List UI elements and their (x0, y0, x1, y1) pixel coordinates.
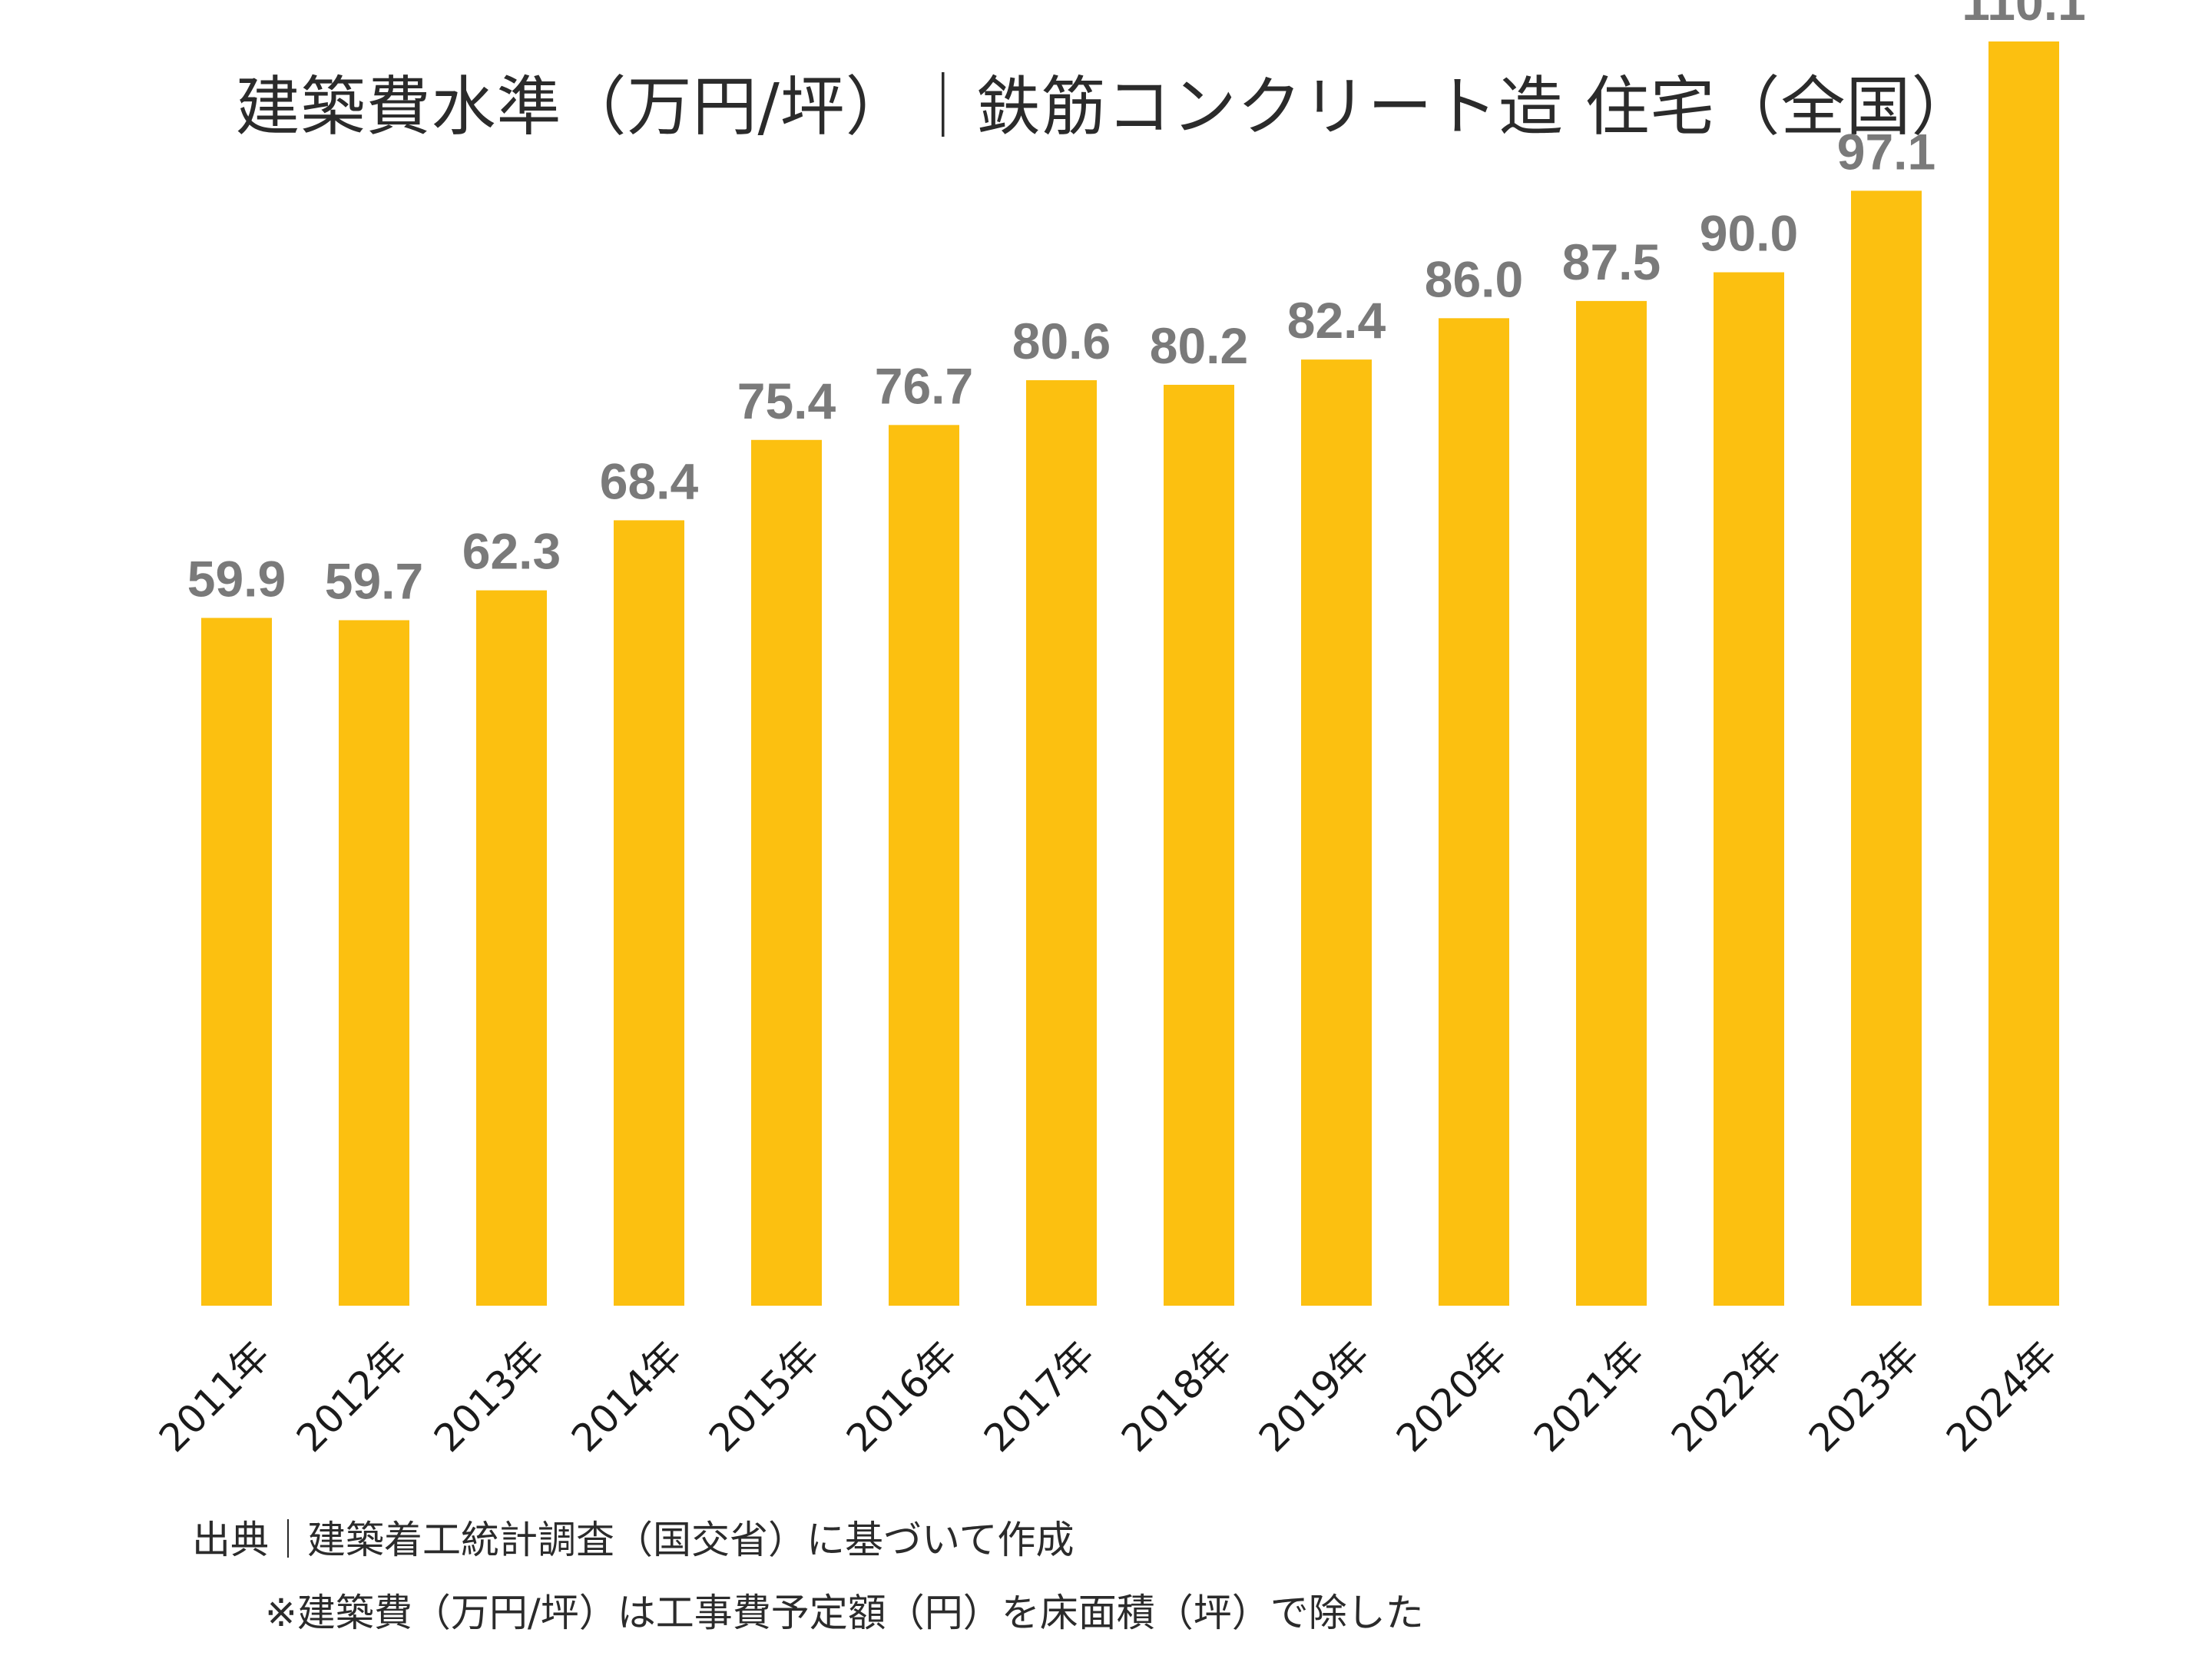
x-tick-label: 2021年 (1525, 1333, 1653, 1460)
value-label: 76.7 (875, 357, 973, 414)
chart-title: 建築費水準（万円/坪）｜鉄筋コンクリート造 住宅（全国） (235, 69, 1977, 144)
bar-2016年 (889, 425, 959, 1306)
value-label: 62.3 (462, 523, 561, 580)
bar-2020年 (1439, 318, 1509, 1306)
value-label: 87.5 (1562, 233, 1661, 290)
value-label: 59.9 (187, 550, 286, 607)
bar-2011年 (201, 618, 272, 1306)
bar-2023年 (1851, 190, 1922, 1306)
value-label: 75.4 (737, 373, 836, 429)
x-tick-label: 2014年 (563, 1333, 690, 1460)
x-tick-label: 2024年 (1938, 1333, 2065, 1460)
x-tick-label: 2023年 (1800, 1333, 1928, 1460)
value-labels-group: 59.9 59.7 62.3 68.4 75.4 76.7 80.6 80.2 82.4 86.0… (187, 0, 2086, 609)
bar-2015年 (751, 439, 822, 1306)
value-label: 82.4 (1287, 292, 1386, 349)
bar-2024年 (1988, 41, 2059, 1306)
value-label: 68.4 (600, 452, 699, 509)
value-label: 90.0 (1700, 205, 1798, 262)
x-tick-label: 2022年 (1663, 1333, 1790, 1460)
bar-2013年 (476, 590, 547, 1306)
x-tick-label: 2016年 (838, 1333, 965, 1460)
value-label: 86.0 (1425, 250, 1523, 307)
value-label: 80.2 (1150, 317, 1248, 374)
x-tick-label: 2020年 (1388, 1333, 1515, 1460)
value-label: 59.7 (325, 552, 423, 609)
value-label: 97.1 (1837, 123, 1936, 180)
method-note: ※建築費（万円/坪）は工事費予定額（円）を床面積（坪）で除した (265, 1591, 1424, 1635)
bar-2017年 (1026, 380, 1097, 1306)
x-tick-label: 2017年 (975, 1333, 1103, 1460)
x-tick-label: 2015年 (700, 1333, 828, 1460)
x-tick-label: 2012年 (288, 1333, 416, 1460)
bars-group (201, 41, 2059, 1306)
bar-2021年 (1576, 300, 1647, 1306)
x-tick-label: 2011年 (151, 1333, 278, 1460)
x-tick-label: 2018年 (1113, 1333, 1240, 1460)
bar-2014年 (614, 520, 684, 1306)
bar-2018年 (1164, 385, 1234, 1306)
x-tick-label: 2019年 (1250, 1333, 1378, 1460)
value-label: 110.1 (1962, 0, 2086, 31)
value-label: 80.6 (1012, 313, 1111, 369)
x-axis-labels-group: 2011年 2012年 2013年 2014年 2015年 2016年 2017年 2018年… (151, 1333, 2065, 1460)
x-tick-label: 2013年 (426, 1333, 553, 1460)
source-note: 出典｜建築着工統計調査（国交省）に基づいて作成 (192, 1518, 1075, 1562)
bar-2012年 (339, 620, 409, 1306)
bar-2022年 (1714, 272, 1784, 1306)
bar-2019年 (1301, 359, 1372, 1306)
